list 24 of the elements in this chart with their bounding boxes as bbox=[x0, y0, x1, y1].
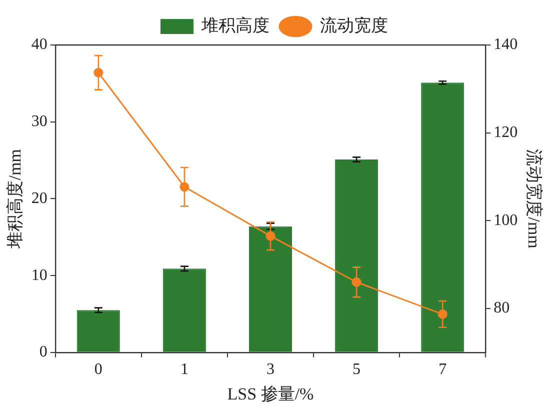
x-tick-label: 7 bbox=[438, 361, 447, 378]
y-tick-label: 20 bbox=[31, 190, 48, 207]
bar bbox=[421, 82, 464, 352]
y-tick-label: 0 bbox=[39, 344, 48, 361]
y-axis-title: 堆积高度/mm bbox=[6, 149, 25, 250]
y2-tick-label: 140 bbox=[494, 36, 518, 54]
x-tick-label: 0 bbox=[94, 361, 102, 378]
y-tick-label: 30 bbox=[31, 113, 48, 130]
bar bbox=[76, 310, 120, 352]
legend-label: 流动宽度 bbox=[320, 16, 388, 35]
bar bbox=[335, 160, 378, 352]
y-tick-label: 10 bbox=[31, 266, 48, 284]
bar bbox=[248, 226, 292, 352]
x-tick-label: 1 bbox=[180, 361, 188, 378]
y2-axis-title: 流动宽度/mm bbox=[524, 149, 544, 248]
bar bbox=[162, 268, 206, 352]
x-axis-title: LSS 掺量/% bbox=[227, 384, 314, 404]
x-tick-label: 5 bbox=[352, 361, 361, 378]
legend-label: 堆积高度 bbox=[200, 16, 270, 35]
y2-tick-label: 100 bbox=[494, 212, 518, 229]
y-tick-label: 40 bbox=[31, 36, 48, 54]
y2-tick-label: 120 bbox=[494, 124, 518, 142]
x-tick-label: 3 bbox=[266, 361, 274, 378]
y2-tick-label: 80 bbox=[494, 300, 510, 317]
